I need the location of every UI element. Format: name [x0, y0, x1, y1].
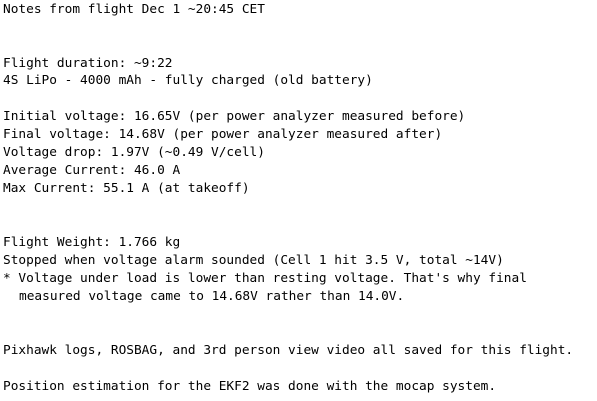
flight-duration-line: Flight duration: ~9:22: [3, 56, 173, 71]
position-estimation-line: Position estimation for the EKF2 was don…: [3, 379, 497, 394]
average-current-line: Average Current: 46.0 A: [3, 163, 181, 178]
final-voltage-line: Final voltage: 14.68V (per power analyze…: [3, 127, 443, 142]
battery-line: 4S LiPo - 4000 mAh - fully charged (old …: [3, 73, 373, 88]
stopped-when-line: Stopped when voltage alarm sounded (Cell…: [3, 253, 504, 268]
footnote-line-1: * Voltage under load is lower than resti…: [3, 271, 527, 286]
flight-weight-line: Flight Weight: 1.766 kg: [3, 235, 181, 250]
voltage-drop-line: Voltage drop: 1.97V (~0.49 V/cell): [3, 145, 265, 160]
max-current-line: Max Current: 55.1 A (at takeoff): [3, 181, 250, 196]
footnote-line-2: measured voltage came to 14.68V rather t…: [19, 289, 405, 304]
logs-saved-line: Pixhawk logs, ROSBAG, and 3rd person vie…: [3, 343, 574, 358]
notes-header: Notes from flight Dec 1 ~20:45 CET: [3, 2, 265, 17]
initial-voltage-line: Initial voltage: 16.65V (per power analy…: [3, 109, 466, 124]
